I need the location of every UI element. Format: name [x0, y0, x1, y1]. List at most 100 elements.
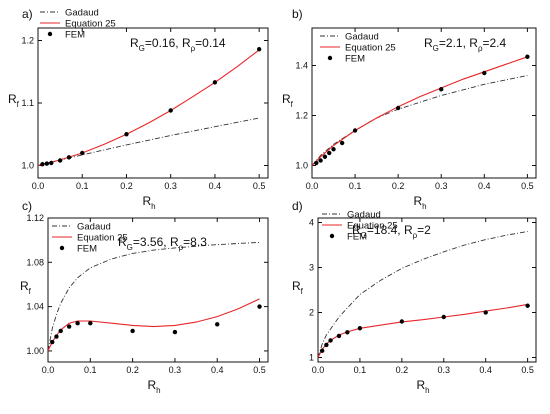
fem-point — [257, 304, 262, 309]
x-tick-label: 0.3 — [164, 181, 177, 191]
x-axis-label-sub: h — [151, 202, 155, 211]
fem-point — [525, 303, 530, 308]
fem-point — [327, 150, 332, 156]
y-axis-label-main: R — [282, 92, 291, 106]
y-tick-label: 1.04 — [26, 302, 44, 312]
annotation-sub: ρ — [191, 44, 196, 53]
fem-point — [339, 140, 345, 146]
fem-point — [212, 80, 218, 85]
x-tick-label: 0.4 — [478, 181, 491, 191]
fem-point — [88, 321, 93, 326]
gadaud-line — [312, 75, 528, 166]
x-tick-label: 0.0 — [306, 181, 319, 191]
annotation-text: R — [424, 36, 433, 50]
x-tick-label: 0.1 — [76, 181, 89, 191]
y-axis-label: Rf — [8, 92, 20, 109]
x-axis-label: Rh — [142, 194, 155, 211]
x-axis-label-sub: h — [422, 202, 426, 211]
panel-label: b) — [292, 7, 303, 21]
fem-point — [345, 330, 350, 335]
x-axis-label: Rh — [413, 194, 426, 211]
y-tick-label: 1.0 — [295, 161, 308, 171]
fem-point — [319, 348, 325, 353]
y-tick-label: 1.12 — [26, 213, 44, 223]
annotation-text: R — [352, 223, 361, 237]
legend-label: Gadaud — [65, 8, 99, 19]
annotation-sub: ρ — [478, 44, 483, 53]
y-tick-label: 1.0 — [21, 161, 34, 171]
fem-point — [328, 338, 333, 343]
fem-point — [314, 160, 319, 166]
annotation-sub: G — [127, 243, 133, 252]
annotation-sub: ρ — [179, 243, 184, 252]
y-tick-label: 2 — [309, 308, 314, 318]
annotation-text: R — [130, 36, 139, 50]
legend-marker-fem — [47, 31, 53, 37]
chart-panel-c: 0.0 0.1 0.2 0.3 0.4 0.51.001.041.081.12RhRfc)… — [20, 199, 269, 395]
parameter-annotation: RG=18.4, Rρ=2 — [352, 223, 431, 240]
x-tick-label: 0.5 — [253, 365, 266, 375]
plot-frame — [47, 217, 269, 363]
plot-frame — [311, 27, 537, 179]
fem-point — [75, 321, 80, 326]
x-tick-label: 0.0 — [32, 181, 45, 191]
panel-label: a) — [22, 7, 33, 21]
parameter-annotation: RG=3.56, Rρ=8.3 — [118, 235, 207, 252]
y-tick-label: 4 — [309, 218, 314, 228]
annotation-text: =18.4, R — [367, 223, 413, 237]
annotation-sub: G — [361, 231, 367, 240]
y-axis-label: Rf — [292, 279, 304, 296]
annotation-text: =0.16, R — [145, 36, 191, 50]
legend-label: Equation 25 — [345, 43, 396, 54]
annotation-text: =8.3 — [183, 235, 207, 249]
x-axis-label-sub: h — [425, 386, 429, 395]
gadaud-line — [48, 241, 260, 351]
legend-label: FEM — [345, 54, 365, 65]
x-tick-label: 0.4 — [211, 365, 224, 375]
legend-label: Gadaud — [77, 222, 111, 233]
x-tick-label: 0.1 — [354, 365, 367, 375]
parameter-annotation: RG=0.16, Rρ=0.14 — [130, 36, 226, 53]
legend-marker-fem — [329, 233, 335, 239]
y-axis-label-main: R — [20, 279, 29, 293]
annotation-sub: ρ — [413, 231, 418, 240]
legend-marker-fem — [327, 55, 333, 61]
x-tick-label: 0.3 — [438, 365, 451, 375]
fem-point — [318, 158, 323, 163]
y-tick-label: 1.1 — [21, 98, 34, 108]
y-axis-label-main: R — [8, 92, 17, 106]
x-axis-label: Rh — [147, 378, 160, 395]
fem-point — [49, 160, 54, 166]
x-tick-label: 0.4 — [209, 181, 222, 191]
legend-label: Gadaud — [347, 210, 381, 221]
equation-25-line — [48, 298, 260, 352]
chart-panel-b: 0.0 0.1 0.2 0.3 0.4 0.51.01.21.4RhRfb)GadaudE… — [282, 7, 537, 211]
x-tick-label: 0.2 — [126, 365, 139, 375]
y-tick-label: 1.2 — [295, 111, 308, 121]
plot-frame — [317, 217, 537, 363]
fem-point — [172, 329, 178, 335]
y-tick-label: 1.00 — [26, 346, 44, 356]
panel-label: d) — [292, 199, 303, 213]
fem-point — [324, 342, 329, 348]
chart-panel-d: 0.0 0.1 0.2 0.3 0.4 0.51234RhRfd)GadaudEquati… — [292, 199, 537, 395]
y-tick-label: 1 — [309, 353, 314, 363]
fem-point — [40, 162, 45, 167]
fem-point — [357, 326, 363, 331]
legend-label: Equation 25 — [347, 221, 398, 232]
fem-point — [525, 54, 530, 59]
fem-point — [44, 161, 50, 166]
legend-label: FEM — [77, 244, 97, 255]
x-axis-label-main: R — [142, 194, 151, 208]
legend-marker-fem — [59, 245, 65, 251]
y-axis-label-sub: f — [291, 100, 294, 109]
x-axis-label: Rh — [416, 378, 429, 395]
fem-point — [124, 132, 129, 137]
fem-point — [66, 155, 72, 160]
fem-point — [130, 328, 135, 334]
legend-label: Equation 25 — [77, 233, 128, 244]
panel-label: c) — [22, 199, 32, 213]
fem-point — [215, 322, 220, 327]
fem-point — [441, 314, 446, 320]
